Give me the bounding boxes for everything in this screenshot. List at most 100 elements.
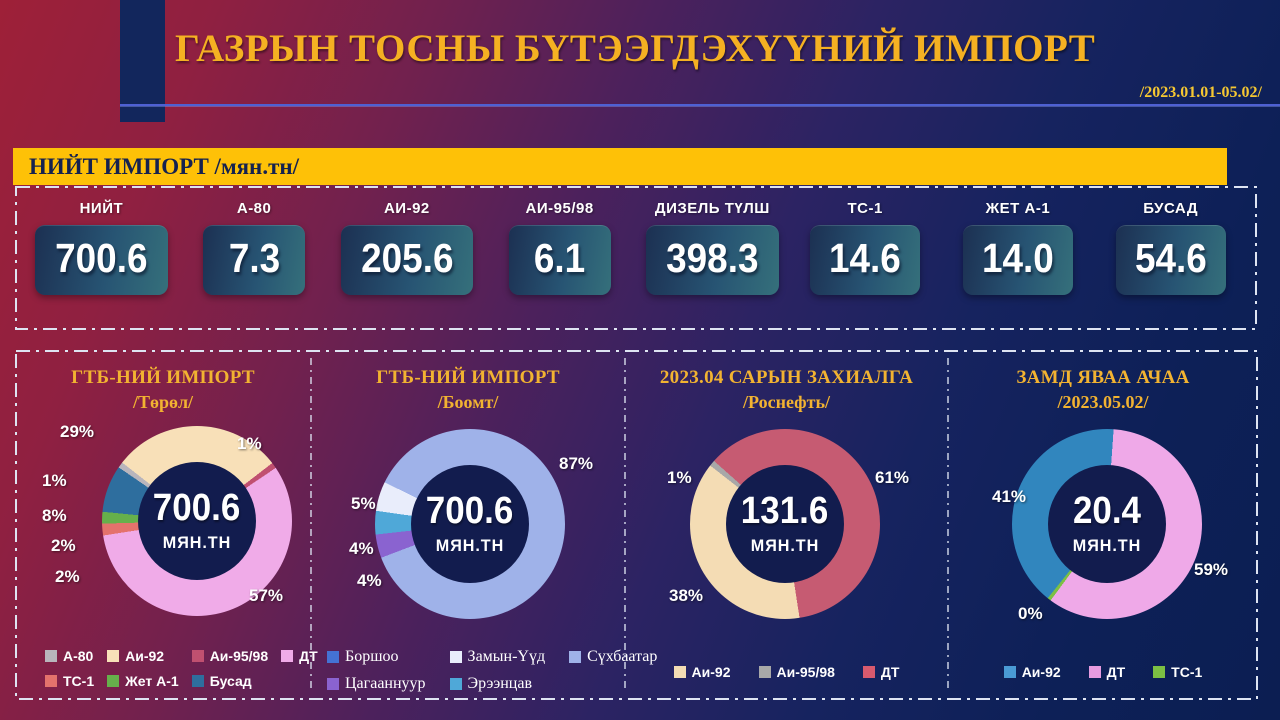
legend-item: ДТ bbox=[1088, 664, 1126, 680]
percent-label: 41% bbox=[992, 487, 1027, 506]
legend-item: ТС-1 bbox=[1153, 664, 1202, 680]
donut-center-value: 700.6 bbox=[153, 487, 241, 529]
legend-item: Бусад bbox=[191, 673, 268, 689]
header-date: /2023.01.01-05.02/ bbox=[1139, 84, 1262, 101]
donut-chart: 700.6 МЯН.ТН bbox=[375, 429, 565, 619]
stat-item: ТС-1 14.6 bbox=[789, 200, 942, 295]
legend-label: ТС-1 bbox=[63, 673, 95, 689]
stat-item: НИЙТ 700.6 bbox=[25, 200, 178, 295]
legend-label: А-80 bbox=[63, 648, 94, 664]
percent-label: 4% bbox=[357, 571, 382, 590]
donut-center-unit: МЯН.ТН bbox=[435, 536, 505, 555]
stat-label: АИ-95/98 bbox=[525, 200, 594, 217]
percent-label: 2% bbox=[55, 567, 80, 586]
legend-item: Замын-Үүд bbox=[449, 648, 545, 666]
stat-item: ДИЗЕЛЬ ТҮЛШ 398.3 bbox=[636, 200, 789, 295]
legend-label: Аи-92 bbox=[691, 664, 731, 680]
chart-title: ЗАМД ЯВАА АЧАА bbox=[1016, 367, 1190, 388]
total-import-panel: НИЙТ 700.6 А-80 7.3 АИ-92 205.6 АИ-95/98 6.1 ДИЗ… bbox=[15, 186, 1257, 330]
legend-swatch bbox=[758, 666, 771, 678]
legend-swatch bbox=[107, 675, 120, 687]
chart-subtitle: /Төрөл/ bbox=[132, 392, 194, 412]
percent-label: 2% bbox=[51, 536, 76, 555]
donut-area: 131.6 МЯН.ТН 1% 61% 38% bbox=[625, 414, 948, 642]
chart-title-block: ГТБ-НИЙ ИМПОРТ/Төрөл/ bbox=[15, 350, 311, 414]
stat-card: 205.6 bbox=[340, 225, 474, 295]
percent-label: 0% bbox=[1018, 604, 1043, 623]
legend-label: ДТ bbox=[880, 664, 900, 680]
chart-subtitle: /Роснефть/ bbox=[743, 392, 830, 412]
legend-swatch bbox=[1003, 666, 1016, 678]
chart-legend: А-80 Аи-92 Аи-95/98 ДТ ТС-1 Жет А-1 Бусад bbox=[15, 642, 318, 689]
percent-label: 87% bbox=[559, 454, 594, 473]
stat-card: 700.6 bbox=[35, 225, 168, 295]
percent-label: 4% bbox=[349, 539, 374, 558]
legend-swatch bbox=[45, 675, 57, 687]
stat-card: 14.0 bbox=[962, 225, 1073, 295]
stat-card: 54.6 bbox=[1115, 225, 1226, 295]
stat-card: 398.3 bbox=[646, 225, 779, 295]
chart-subtitle: /2023.05.02/ bbox=[1057, 392, 1149, 412]
header-divider-line bbox=[120, 104, 1280, 106]
stat-value: 700.6 bbox=[55, 235, 148, 281]
page-title: ГАЗРЫН ТОСНЫ БҮТЭЭГДЭХҮҮНИЙ ИМПОРТ bbox=[175, 27, 1096, 70]
stat-card: 7.3 bbox=[203, 225, 306, 295]
stat-label: ТС-1 bbox=[847, 200, 883, 217]
legend-item: ДТ bbox=[862, 664, 900, 680]
legend-swatch bbox=[107, 650, 120, 662]
stat-card: 6.1 bbox=[508, 225, 611, 295]
percent-label: 29% bbox=[60, 422, 95, 441]
stat-value: 54.6 bbox=[1134, 235, 1207, 281]
percent-label: 59% bbox=[1194, 560, 1229, 579]
legend-label: ДТ bbox=[1106, 664, 1126, 680]
legend-swatch bbox=[1153, 666, 1166, 678]
donut-center: 20.4 МЯН.ТН bbox=[1048, 465, 1166, 583]
chart-title: 2023.04 САРЫН ЗАХИАЛГА bbox=[659, 367, 914, 388]
legend-label: Аи-95/98 bbox=[209, 648, 269, 664]
legend-label: Аи-95/98 bbox=[776, 664, 835, 680]
percent-label: 1% bbox=[42, 471, 67, 490]
donut-center-value: 131.6 bbox=[741, 490, 829, 532]
legend-label: Аи-92 bbox=[1021, 664, 1061, 680]
percent-label: 61% bbox=[875, 468, 910, 487]
stat-card: 14.6 bbox=[810, 225, 921, 295]
legend-swatch bbox=[1088, 666, 1101, 678]
legend-swatch bbox=[191, 650, 204, 662]
legend-label: Жет А-1 bbox=[125, 673, 179, 689]
stat-label: ЖЕТ А-1 bbox=[985, 200, 1051, 217]
legend-label: Боршоо bbox=[345, 648, 399, 665]
header-accent-bar bbox=[120, 0, 165, 122]
chart-title-block: 2023.04 САРЫН ЗАХИАЛГА/Роснефть/ bbox=[625, 350, 948, 414]
chart-legend: Аи-92 Аи-95/98 ДТ bbox=[625, 642, 948, 680]
legend-swatch bbox=[673, 666, 686, 678]
legend-item: Аи-92 bbox=[1003, 664, 1061, 680]
legend-swatch bbox=[327, 651, 339, 663]
legend-swatch bbox=[449, 651, 462, 663]
donut-area: 700.6 МЯН.ТН 29% 1% 1% 8% 2% 2% 57% bbox=[15, 414, 311, 642]
chart-cell-1: ГТБ-НИЙ ИМПОРТ/Төрөл/700.6 МЯН.ТН 29% 1% 1% 8… bbox=[15, 350, 318, 700]
stat-item: АИ-92 205.6 bbox=[331, 200, 484, 295]
legend-label: Бусад bbox=[209, 673, 252, 689]
legend-item: ТС-1 bbox=[45, 673, 94, 689]
chart-cell-4: ЗАМД ЯВАА АЧАА/2023.05.02/20.4 МЯН.ТН 41% 5… bbox=[948, 350, 1258, 700]
stat-label: АИ-92 bbox=[383, 200, 430, 217]
legend-item: Цагааннуур bbox=[327, 675, 426, 693]
legend-swatch bbox=[862, 666, 875, 678]
stat-value: 6.1 bbox=[533, 235, 586, 281]
legend-item: Эрээнцав bbox=[449, 675, 546, 693]
legend-swatch bbox=[569, 651, 582, 663]
stat-item: АИ-95/98 6.1 bbox=[483, 200, 636, 295]
donut-center-value: 20.4 bbox=[1072, 490, 1142, 532]
legend-swatch bbox=[449, 678, 462, 690]
legend-item: Аи-92 bbox=[107, 648, 179, 664]
legend-item: Жет А-1 bbox=[107, 673, 179, 689]
legend-label: ТС-1 bbox=[1171, 664, 1203, 680]
legend-item: Аи-95/98 bbox=[758, 664, 835, 680]
legend-swatch bbox=[191, 675, 204, 687]
stat-item: А-80 7.3 bbox=[178, 200, 331, 295]
legend-label: Цагааннуур bbox=[345, 675, 426, 692]
chart-subtitle: /Боомт/ bbox=[437, 392, 499, 412]
legend-swatch bbox=[45, 650, 57, 662]
legend-label: Аи-92 bbox=[125, 648, 165, 664]
